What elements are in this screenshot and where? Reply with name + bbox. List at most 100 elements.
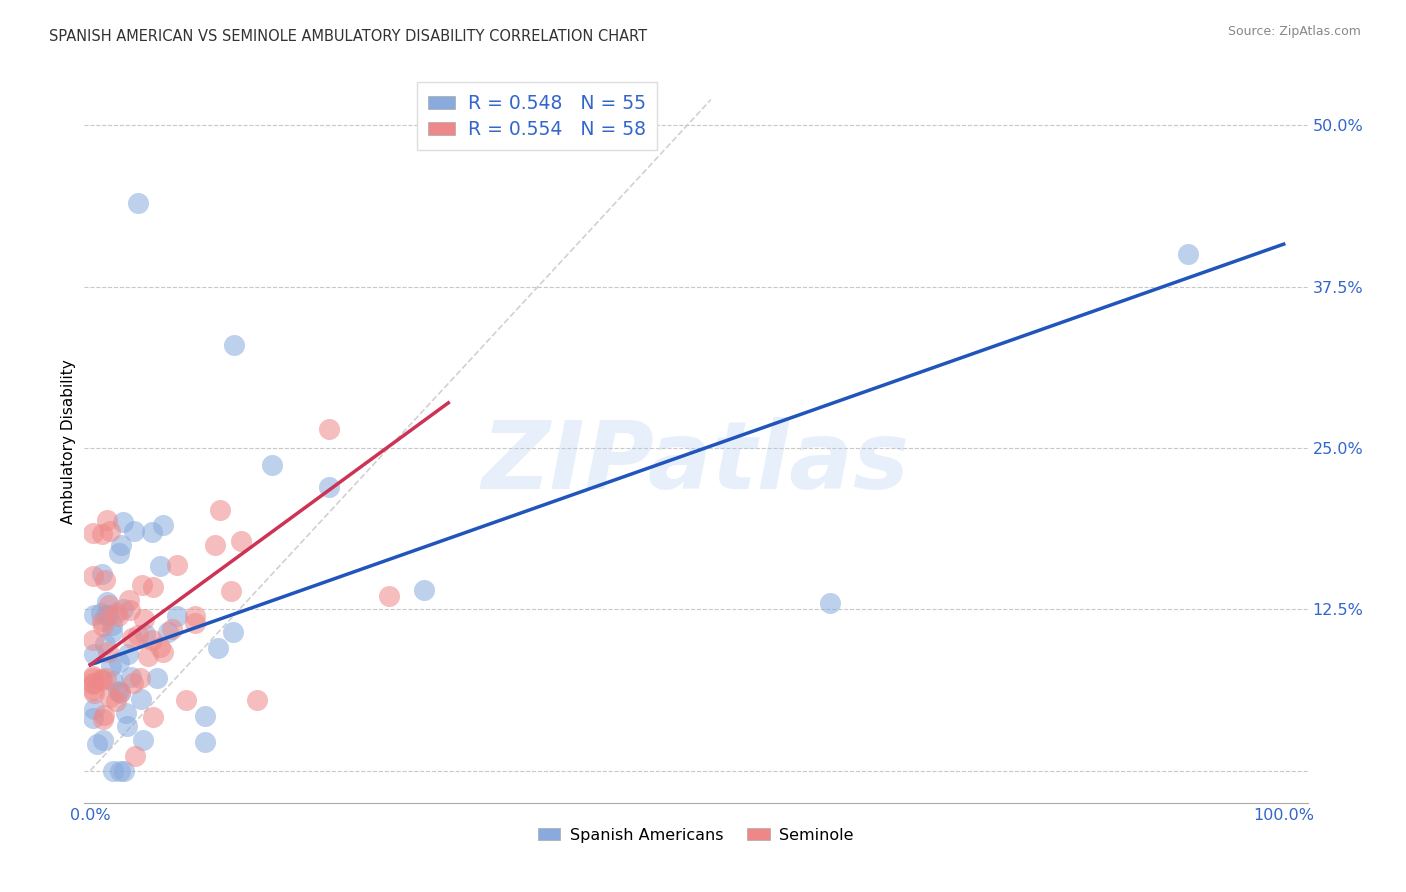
- Point: [101, 617, 124, 632]
- Point: [110, 764, 132, 778]
- Point: [101, 764, 124, 778]
- Point: [1177, 247, 1199, 261]
- Point: [149, 559, 172, 574]
- Point: [120, 670, 142, 684]
- Point: [262, 458, 284, 472]
- Point: [118, 593, 141, 607]
- Point: [127, 195, 149, 210]
- Point: [134, 627, 156, 641]
- Point: [82, 632, 104, 647]
- Point: [100, 658, 122, 673]
- Point: [132, 612, 155, 626]
- Point: [94, 637, 117, 651]
- Point: [377, 590, 399, 604]
- Point: [207, 640, 229, 655]
- Point: [108, 655, 131, 669]
- Point: [183, 615, 205, 630]
- Point: [108, 685, 131, 699]
- Text: SPANISH AMERICAN VS SEMINOLE AMBULATORY DISABILITY CORRELATION CHART: SPANISH AMERICAN VS SEMINOLE AMBULATORY …: [49, 29, 647, 44]
- Point: [91, 733, 114, 747]
- Point: [107, 608, 129, 623]
- Point: [318, 480, 340, 494]
- Point: [115, 719, 138, 733]
- Point: [152, 518, 174, 533]
- Point: [112, 515, 135, 529]
- Point: [97, 608, 120, 623]
- Point: [83, 686, 105, 700]
- Point: [122, 675, 145, 690]
- Point: [124, 749, 146, 764]
- Point: [83, 607, 105, 622]
- Point: [184, 609, 207, 624]
- Point: [136, 648, 159, 663]
- Point: [122, 524, 145, 538]
- Point: [114, 706, 136, 721]
- Point: [82, 711, 104, 725]
- Point: [194, 709, 217, 723]
- Point: [222, 625, 245, 640]
- Point: [142, 709, 165, 723]
- Point: [82, 669, 104, 683]
- Text: Source: ZipAtlas.com: Source: ZipAtlas.com: [1227, 25, 1361, 38]
- Point: [101, 625, 124, 640]
- Point: [93, 707, 115, 722]
- Point: [97, 645, 120, 659]
- Point: [229, 533, 252, 548]
- Y-axis label: Ambulatory Disability: Ambulatory Disability: [60, 359, 76, 524]
- Point: [104, 606, 127, 620]
- Point: [141, 632, 163, 647]
- Point: [413, 582, 436, 597]
- Point: [108, 686, 131, 700]
- Point: [166, 609, 188, 624]
- Point: [103, 674, 125, 689]
- Point: [91, 673, 114, 688]
- Point: [90, 672, 112, 686]
- Point: [318, 422, 340, 436]
- Point: [246, 692, 269, 706]
- Point: [110, 538, 132, 552]
- Point: [160, 622, 183, 636]
- Point: [104, 694, 127, 708]
- Point: [86, 737, 108, 751]
- Point: [141, 524, 163, 539]
- Point: [98, 524, 121, 538]
- Point: [174, 692, 197, 706]
- Point: [90, 606, 112, 620]
- Point: [219, 583, 242, 598]
- Point: [157, 625, 180, 640]
- Point: [194, 735, 217, 749]
- Point: [82, 671, 104, 685]
- Point: [142, 580, 165, 594]
- Point: [82, 676, 104, 690]
- Point: [82, 683, 104, 698]
- Point: [96, 513, 118, 527]
- Point: [127, 628, 149, 642]
- Point: [131, 692, 153, 706]
- Point: [209, 503, 232, 517]
- Point: [166, 558, 188, 572]
- Point: [107, 684, 129, 698]
- Point: [131, 578, 153, 592]
- Point: [149, 640, 172, 655]
- Point: [129, 672, 152, 686]
- Point: [96, 595, 118, 609]
- Point: [83, 647, 105, 661]
- Point: [91, 614, 114, 628]
- Point: [112, 764, 135, 778]
- Point: [82, 676, 104, 690]
- Point: [98, 690, 121, 704]
- Point: [152, 645, 174, 659]
- Point: [91, 619, 114, 633]
- Point: [91, 712, 114, 726]
- Point: [222, 338, 245, 352]
- Point: [82, 525, 104, 540]
- Point: [90, 566, 112, 581]
- Point: [83, 702, 105, 716]
- Point: [97, 599, 120, 613]
- Legend: Spanish Americans, Seminole: Spanish Americans, Seminole: [531, 822, 860, 849]
- Point: [121, 631, 143, 645]
- Point: [90, 527, 112, 541]
- Point: [111, 602, 134, 616]
- Point: [132, 733, 155, 747]
- Point: [818, 596, 841, 610]
